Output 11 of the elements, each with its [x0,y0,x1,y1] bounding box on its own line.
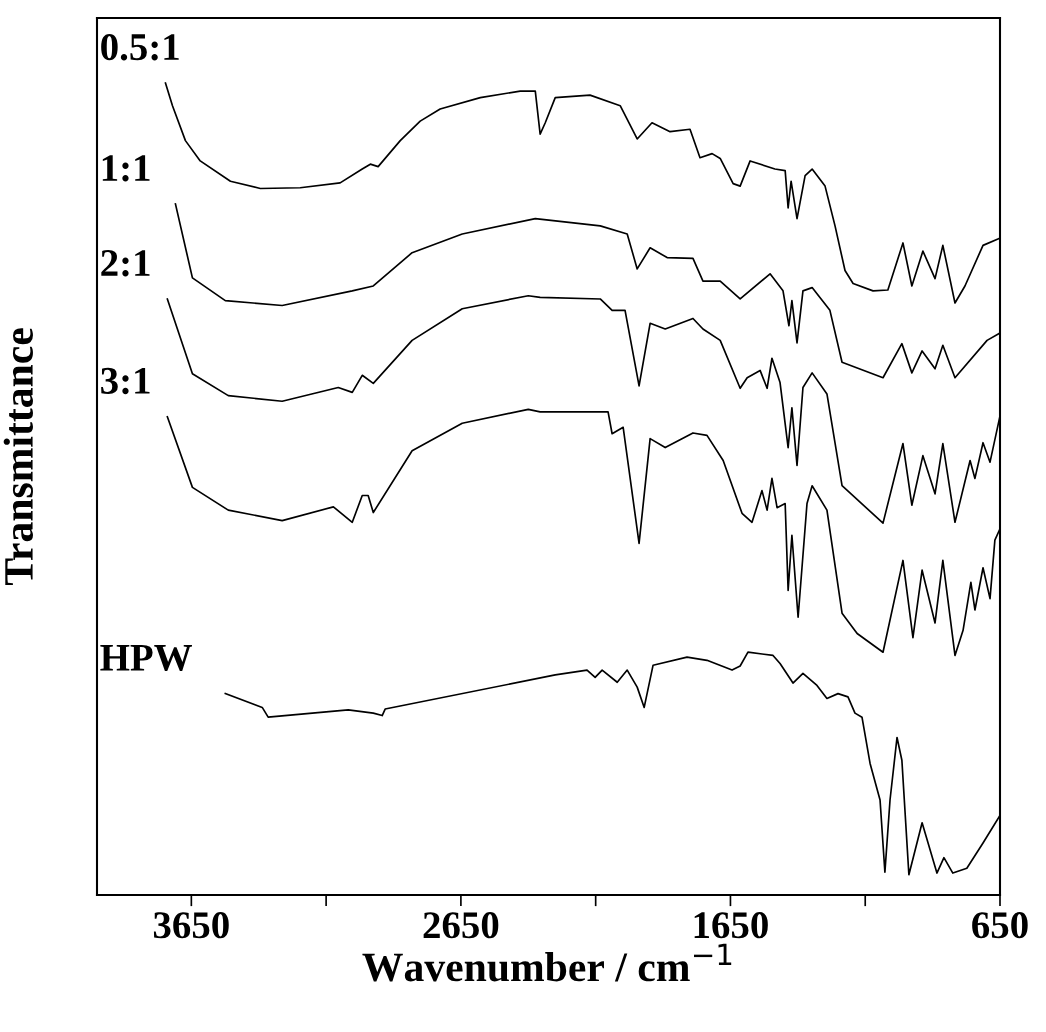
series-label: HPW [100,645,192,672]
x-tick-label: 650 [972,912,1028,939]
x-tick-label: 2650 [423,912,499,939]
series-label: 0.5:1 [101,33,179,61]
x-axis-title: Wavenumber / cm$^{−1}$ [362,943,732,982]
y-axis-title: Transmittance [3,328,33,586]
series-label: 3:1 [101,367,150,395]
series-label: 2:1 [101,250,150,277]
x-tick-label: 1650 [694,912,768,939]
x-tick-label: 3650 [153,912,229,939]
series-label: 1:1 [102,155,150,182]
